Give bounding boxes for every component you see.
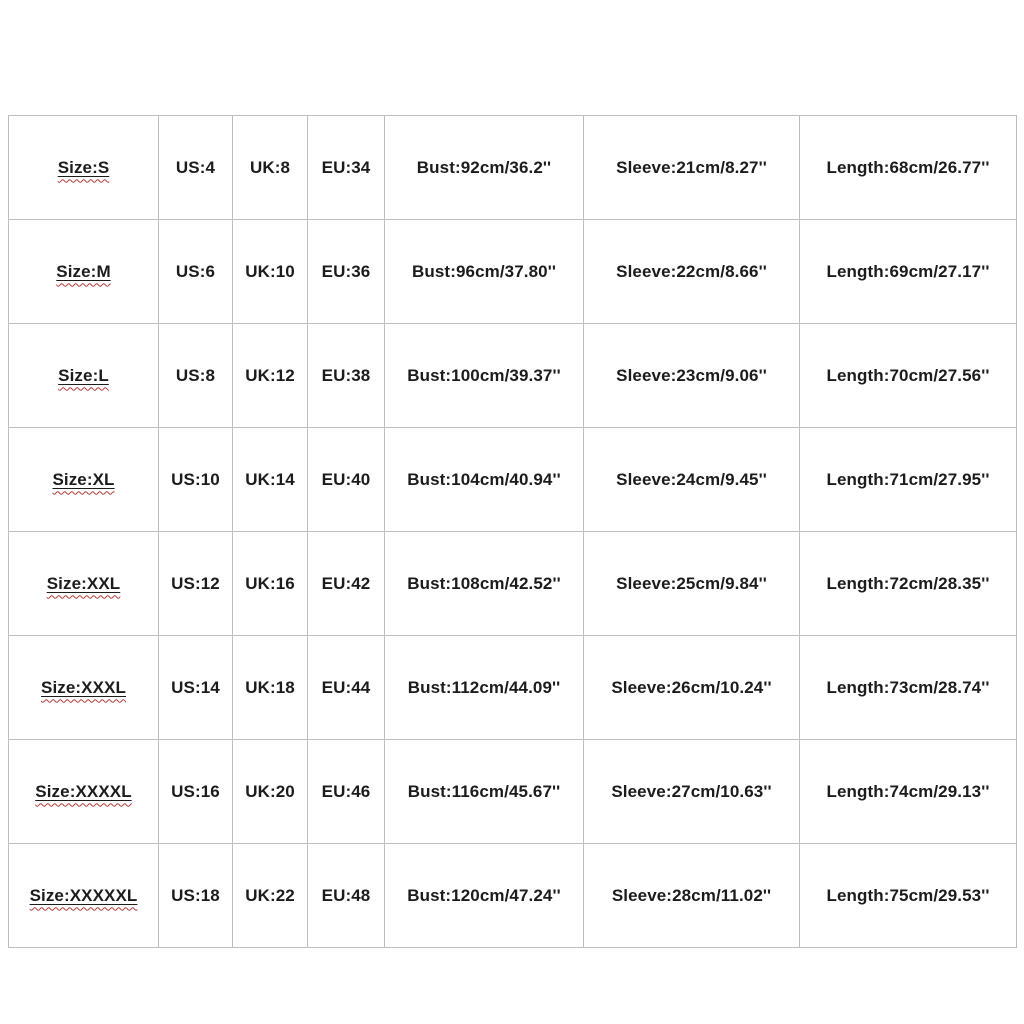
length-cell: Length:73cm/28.74'' — [799, 635, 1017, 740]
table-row: Size:L US:8 UK:12 EU:38 Bust:100cm/39.37… — [8, 323, 1017, 428]
size-cell: Size:M — [8, 219, 159, 324]
sleeve-cell: Sleeve:21cm/8.27'' — [583, 115, 800, 220]
eu-cell: EU:34 — [307, 115, 385, 220]
size-cell: Size:XL — [8, 427, 159, 532]
table-row: Size:S US:4 UK:8 EU:34 Bust:92cm/36.2'' … — [8, 115, 1017, 220]
bust-cell: Bust:100cm/39.37'' — [384, 323, 584, 428]
sleeve-cell: Sleeve:25cm/9.84'' — [583, 531, 800, 636]
bust-cell: Bust:104cm/40.94'' — [384, 427, 584, 532]
bust-cell: Bust:120cm/47.24'' — [384, 843, 584, 948]
size-label: Size:XXXXL — [35, 781, 132, 801]
eu-cell: EU:48 — [307, 843, 385, 948]
size-label: Size:XL — [52, 469, 115, 489]
us-cell: US:8 — [158, 323, 233, 428]
bust-cell: Bust:112cm/44.09'' — [384, 635, 584, 740]
bust-cell: Bust:96cm/37.80'' — [384, 219, 584, 324]
size-cell: Size:XXXXL — [8, 739, 159, 844]
size-cell: Size:S — [8, 115, 159, 220]
us-cell: US:16 — [158, 739, 233, 844]
table-row: Size:XXL US:12 UK:16 EU:42 Bust:108cm/42… — [8, 531, 1017, 636]
uk-cell: UK:10 — [232, 219, 308, 324]
bust-cell: Bust:108cm/42.52'' — [384, 531, 584, 636]
size-cell: Size:XXXL — [8, 635, 159, 740]
length-cell: Length:70cm/27.56'' — [799, 323, 1017, 428]
size-label: Size:XXXXXL — [29, 885, 138, 905]
uk-cell: UK:22 — [232, 843, 308, 948]
eu-cell: EU:36 — [307, 219, 385, 324]
eu-cell: EU:46 — [307, 739, 385, 844]
eu-cell: EU:42 — [307, 531, 385, 636]
sleeve-cell: Sleeve:23cm/9.06'' — [583, 323, 800, 428]
size-label: Size:M — [56, 261, 111, 281]
sleeve-cell: Sleeve:27cm/10.63'' — [583, 739, 800, 844]
length-cell: Length:74cm/29.13'' — [799, 739, 1017, 844]
size-label: Size:XXL — [46, 573, 121, 593]
length-cell: Length:71cm/27.95'' — [799, 427, 1017, 532]
size-chart-container: Size:S US:4 UK:8 EU:34 Bust:92cm/36.2'' … — [8, 115, 1017, 948]
size-cell: Size:XXXXXL — [8, 843, 159, 948]
size-label: Size:L — [58, 365, 109, 385]
table-row: Size:XL US:10 UK:14 EU:40 Bust:104cm/40.… — [8, 427, 1017, 532]
bust-cell: Bust:92cm/36.2'' — [384, 115, 584, 220]
sleeve-cell: Sleeve:22cm/8.66'' — [583, 219, 800, 324]
us-cell: US:18 — [158, 843, 233, 948]
uk-cell: UK:16 — [232, 531, 308, 636]
length-cell: Length:69cm/27.17'' — [799, 219, 1017, 324]
length-cell: Length:72cm/28.35'' — [799, 531, 1017, 636]
us-cell: US:12 — [158, 531, 233, 636]
table-row: Size:XXXXL US:16 UK:20 EU:46 Bust:116cm/… — [8, 739, 1017, 844]
size-cell: Size:XXL — [8, 531, 159, 636]
eu-cell: EU:40 — [307, 427, 385, 532]
us-cell: US:14 — [158, 635, 233, 740]
size-chart-table: Size:S US:4 UK:8 EU:34 Bust:92cm/36.2'' … — [8, 115, 1017, 948]
size-cell: Size:L — [8, 323, 159, 428]
length-cell: Length:75cm/29.53'' — [799, 843, 1017, 948]
us-cell: US:6 — [158, 219, 233, 324]
table-row: Size:XXXL US:14 UK:18 EU:44 Bust:112cm/4… — [8, 635, 1017, 740]
uk-cell: UK:20 — [232, 739, 308, 844]
table-row: Size:XXXXXL US:18 UK:22 EU:48 Bust:120cm… — [8, 843, 1017, 948]
bust-cell: Bust:116cm/45.67'' — [384, 739, 584, 844]
size-label: Size:XXXL — [41, 677, 126, 697]
us-cell: US:4 — [158, 115, 233, 220]
sleeve-cell: Sleeve:24cm/9.45'' — [583, 427, 800, 532]
length-cell: Length:68cm/26.77'' — [799, 115, 1017, 220]
table-row: Size:M US:6 UK:10 EU:36 Bust:96cm/37.80'… — [8, 219, 1017, 324]
sleeve-cell: Sleeve:28cm/11.02'' — [583, 843, 800, 948]
uk-cell: UK:12 — [232, 323, 308, 428]
sleeve-cell: Sleeve:26cm/10.24'' — [583, 635, 800, 740]
size-label: Size:S — [57, 157, 110, 177]
eu-cell: EU:38 — [307, 323, 385, 428]
uk-cell: UK:14 — [232, 427, 308, 532]
us-cell: US:10 — [158, 427, 233, 532]
uk-cell: UK:8 — [232, 115, 308, 220]
uk-cell: UK:18 — [232, 635, 308, 740]
eu-cell: EU:44 — [307, 635, 385, 740]
